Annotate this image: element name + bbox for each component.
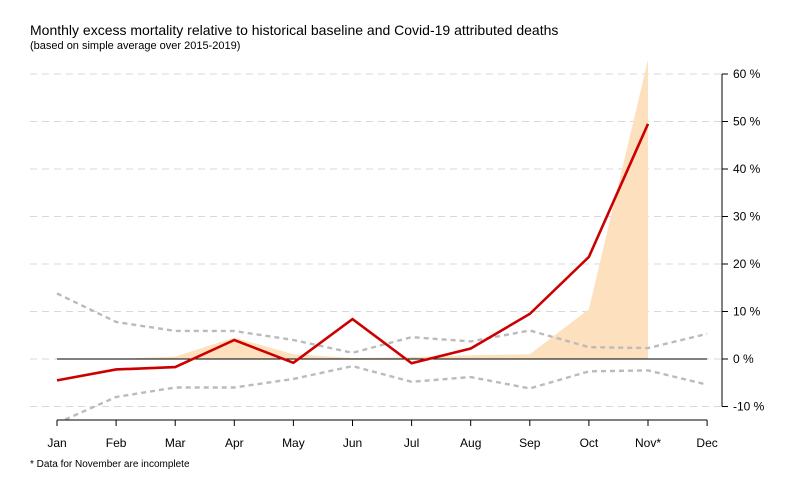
x-tick-label: Aug	[460, 436, 481, 450]
x-tick-label: Dec	[696, 436, 717, 450]
x-tick-label: Oct	[580, 436, 599, 450]
y-tick-label: 30 %	[733, 210, 761, 224]
x-tick-label: Sep	[519, 436, 541, 450]
x-tick-label: Mar	[165, 436, 186, 450]
x-tick-label: Apr	[225, 436, 244, 450]
x-tick-label: Nov*	[635, 436, 661, 450]
chart-subtitle: (based on simple average over 2015-2019)	[30, 40, 241, 52]
excess-mortality-line	[56, 123, 650, 382]
chart-footnote: * Data for November are incomplete	[30, 459, 190, 470]
x-tick-label: Jan	[47, 436, 66, 450]
lower-band-line	[61, 364, 708, 420]
y-tick-label: 60 %	[733, 67, 761, 81]
x-tick-label: May	[282, 436, 305, 450]
y-tick-label: 0 %	[733, 352, 754, 366]
y-tick-label: -10 %	[733, 400, 765, 414]
covid-area	[57, 59, 648, 359]
y-tick-label: 10 %	[733, 305, 761, 319]
upper-band-line	[56, 292, 708, 355]
x-tick-label: Jul	[404, 436, 419, 450]
x-tick-label: Jun	[343, 436, 362, 450]
x-tick-label: Feb	[106, 436, 127, 450]
y-tick-label: 20 %	[733, 257, 761, 271]
y-tick-label: 50 %	[733, 115, 761, 129]
y-tick-label: 40 %	[733, 162, 761, 176]
chart-title: Monthly excess mortality relative to his…	[30, 22, 559, 38]
